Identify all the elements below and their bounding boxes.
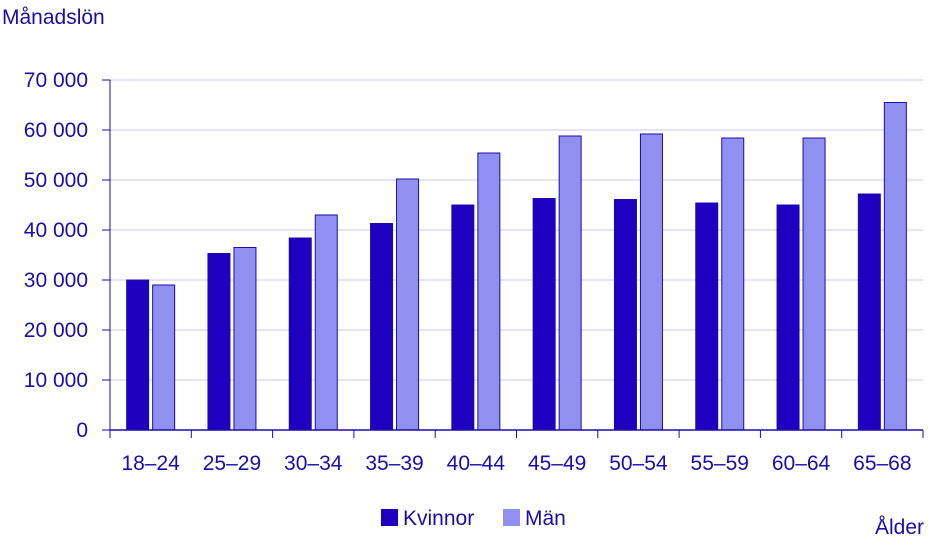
y-tick-label: 50 000 <box>24 169 88 192</box>
bar-man-35–39 <box>396 178 420 431</box>
legend-swatch-kvinnor <box>381 509 398 526</box>
x-tick-label: 25–29 <box>203 452 261 475</box>
bar-kvinnor-35–39 <box>370 223 394 431</box>
x-tick-label: 30–34 <box>284 452 343 475</box>
bar-kvinnor-25–29 <box>207 253 231 431</box>
bar-kvinnor-50–54 <box>613 199 637 431</box>
bar-kvinnor-60–64 <box>776 204 800 431</box>
x-tick-label: 60–64 <box>772 452 831 475</box>
bar-man-40–44 <box>477 152 501 431</box>
y-tick-label: 10 000 <box>24 369 88 392</box>
bar-man-65–68 <box>883 102 907 431</box>
gridlines <box>110 79 923 381</box>
x-axis-title: Ålder <box>875 516 924 539</box>
bar-kvinnor-45–49 <box>532 198 556 431</box>
bar-man-18–24 <box>152 284 176 431</box>
bar-man-45–49 <box>558 135 582 431</box>
bar-kvinnor-18–24 <box>126 279 150 431</box>
x-tick-label: 65–68 <box>853 452 911 475</box>
bar-man-50–54 <box>639 133 663 431</box>
bar-kvinnor-30–34 <box>288 237 312 431</box>
bar-kvinnor-40–44 <box>451 204 475 431</box>
y-tick-label: 20 000 <box>24 319 88 342</box>
bar-man-55–59 <box>721 137 745 431</box>
bar-kvinnor-55–59 <box>695 202 719 431</box>
bar-man-30–34 <box>314 214 338 431</box>
x-tick-label: 55–59 <box>691 452 749 475</box>
y-tick-label: 30 000 <box>24 269 88 292</box>
legend-swatch-man <box>503 509 520 526</box>
y-axis-ticks: 0 10 000 20 000 30 000 40 000 50 000 60 000 70 … <box>24 69 111 442</box>
y-tick-label: 0 <box>76 419 88 442</box>
x-tick-label: 50–54 <box>609 452 668 475</box>
y-axis-title: Månadslön <box>2 6 105 29</box>
y-tick-label: 70 000 <box>24 69 88 92</box>
y-tick-label: 60 000 <box>24 119 88 142</box>
x-tick-label: 45–49 <box>528 452 586 475</box>
bar-kvinnor-65–68 <box>857 193 881 431</box>
x-axis: 18–24 25–29 30–34 35–39 40–44 45–49 50–54 55–59… <box>109 429 924 475</box>
x-tick-label: 40–44 <box>447 452 506 475</box>
y-tick-label: 40 000 <box>24 219 88 242</box>
bar-man-60–64 <box>802 137 826 431</box>
x-tick-label: 35–39 <box>365 452 423 475</box>
legend-label-kvinnor: Kvinnor <box>403 507 474 530</box>
legend-label-man: Män <box>525 507 566 530</box>
bars <box>126 102 907 431</box>
legend: Kvinnor Män <box>381 507 566 530</box>
x-tick-label: 18–24 <box>121 452 180 475</box>
bar-man-25–29 <box>233 247 257 431</box>
